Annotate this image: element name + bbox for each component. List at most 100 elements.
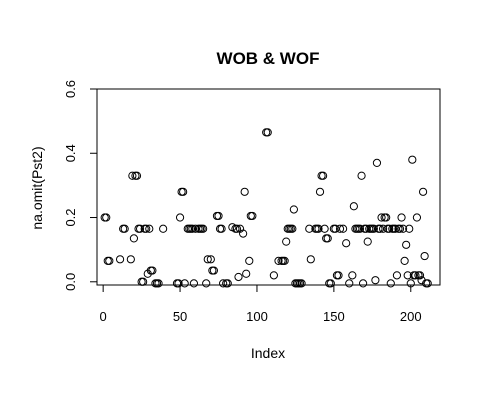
data-point [289, 205, 298, 214]
data-point [159, 224, 168, 233]
data-point [135, 224, 145, 233]
data-point [405, 224, 414, 233]
data-point [297, 279, 306, 288]
y-tick-label: 0.2 [63, 208, 78, 226]
data-point [288, 224, 297, 233]
chart-title: WOB & WOF [217, 49, 320, 68]
data-point [398, 224, 408, 233]
data-point [199, 224, 208, 233]
data-point [355, 224, 365, 233]
data-point [371, 276, 380, 285]
data-point [206, 255, 215, 264]
x-axis-label: Index [251, 345, 285, 361]
data-point [240, 187, 249, 196]
y-tick-label: 0.6 [63, 80, 78, 98]
data-point [348, 271, 357, 280]
data-point [315, 187, 325, 196]
data-point [357, 171, 366, 180]
x-axis: 0 50 100 150 200 [100, 284, 422, 324]
data-point [102, 213, 111, 222]
data-point [175, 213, 185, 222]
data-point [382, 213, 391, 222]
data-point [420, 251, 429, 261]
data-point [326, 279, 335, 288]
data-point [338, 224, 348, 233]
data-point [335, 224, 345, 233]
data-point [209, 266, 218, 275]
data-point [411, 271, 420, 280]
y-tick-label: 0.4 [63, 144, 78, 162]
data-point [217, 224, 226, 233]
data-point [363, 237, 372, 246]
data-point [179, 187, 188, 196]
data-point [345, 279, 354, 288]
data-point [314, 224, 323, 233]
data-point [323, 234, 332, 243]
x-tick-label: 200 [400, 309, 422, 324]
x-tick-label: 150 [323, 309, 345, 324]
data-point [397, 213, 406, 222]
data-point [180, 279, 189, 288]
data-point [145, 224, 154, 233]
data-point [115, 255, 125, 264]
data-point [142, 224, 151, 233]
data-points [100, 128, 432, 288]
data-point [105, 256, 114, 266]
data-point [128, 171, 137, 180]
data-point [269, 271, 278, 280]
data-point [154, 279, 163, 288]
data-point [377, 213, 386, 222]
data-point [248, 211, 257, 221]
x-tick-label: 100 [246, 309, 268, 324]
data-point [386, 279, 395, 288]
x-tick-label: 50 [173, 309, 187, 324]
data-point [280, 256, 289, 266]
data-point [189, 279, 199, 288]
data-point [408, 155, 417, 164]
data-point [412, 213, 422, 222]
data-point [378, 224, 388, 233]
x-tick-label: 0 [100, 309, 107, 324]
data-point [126, 255, 135, 264]
plot-area-box [96, 88, 441, 286]
data-point [342, 239, 351, 248]
data-point [202, 279, 211, 288]
data-point [274, 256, 283, 266]
y-tick-label: 0.0 [63, 273, 78, 291]
data-point [148, 266, 157, 275]
data-point [234, 272, 243, 282]
data-point [385, 224, 394, 233]
data-point [415, 271, 425, 280]
data-point [263, 128, 272, 137]
data-point [418, 187, 428, 196]
data-point [120, 224, 129, 233]
data-point [395, 224, 405, 233]
data-point [245, 256, 254, 266]
data-point [400, 256, 409, 266]
data-point [319, 171, 328, 180]
data-point [223, 279, 232, 288]
data-point [174, 279, 183, 288]
data-point [334, 271, 343, 280]
data-point [132, 171, 142, 180]
data-point [358, 279, 368, 288]
data-point [369, 224, 378, 233]
data-point [232, 224, 242, 233]
y-axis: 0.0 0.2 0.4 0.6 [63, 80, 98, 291]
data-point [203, 255, 212, 264]
data-point [392, 271, 402, 280]
data-point [423, 279, 432, 288]
data-point [282, 237, 291, 246]
data-point [129, 234, 139, 243]
data-point [242, 269, 251, 278]
data-point [349, 202, 358, 211]
data-point [306, 255, 315, 264]
data-point [402, 240, 411, 249]
data-point [239, 229, 248, 238]
data-point [320, 224, 329, 233]
data-point [372, 158, 382, 168]
data-point [219, 279, 228, 288]
data-point [214, 211, 223, 221]
y-axis-label: na.omit(Pst2) [29, 146, 45, 229]
